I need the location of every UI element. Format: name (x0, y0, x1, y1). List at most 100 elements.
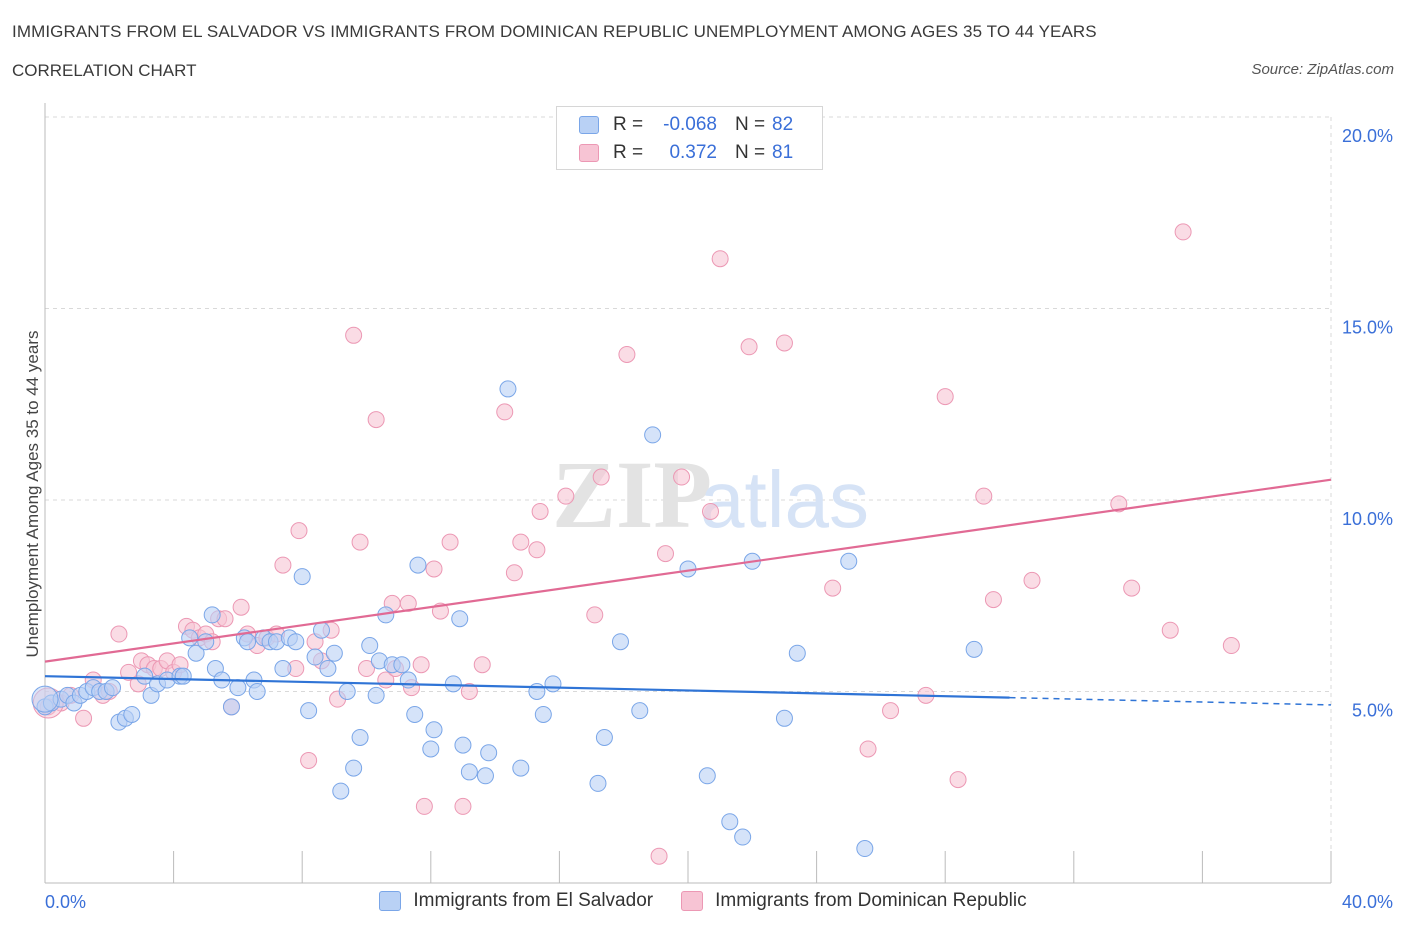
salvador-point (631, 702, 649, 720)
salvador-point (406, 705, 424, 723)
salvador-trend-extension (1009, 696, 1332, 706)
salvador-point (721, 813, 739, 831)
r-label: R = (613, 114, 644, 135)
salvador-point (174, 667, 192, 685)
dominican-point (824, 579, 842, 597)
salvador-point (187, 644, 205, 662)
dominican-point (345, 326, 363, 344)
salvador-point (425, 721, 443, 739)
dominican-point (673, 468, 691, 486)
dominican-point (110, 625, 128, 643)
salvador-point (480, 744, 498, 762)
dominican-point (936, 388, 954, 406)
dominican-point (650, 847, 668, 865)
correlation-legend: R = -0.068 N = 82 R = 0.372 N = 81 (556, 106, 823, 170)
salvador-point (338, 683, 356, 700)
y-tick-label: 10.0% (1342, 509, 1393, 529)
dominican-point (975, 487, 993, 505)
series-legend: Immigrants from El Salvador Immigrants f… (0, 890, 1406, 912)
salvador-cluster-point (31, 685, 59, 713)
r-value: -0.068 (663, 114, 717, 135)
dominican-point (290, 522, 308, 540)
salvador-point (589, 774, 607, 792)
dominican-trend-line (44, 478, 1332, 663)
dominican-point (1110, 495, 1128, 513)
dominican-point (415, 797, 433, 815)
dominican-point (775, 334, 793, 352)
dominican-point (528, 541, 546, 559)
dominican-point (473, 656, 491, 674)
salvador-point (136, 667, 154, 685)
y-tick-label: 20.0% (1342, 126, 1393, 146)
legend-item-salvador[interactable]: Immigrants from El Salvador (379, 890, 653, 912)
salvador-point (444, 675, 462, 693)
salvador-point (422, 740, 440, 758)
dominican-point (1123, 579, 1141, 597)
dominican-point (75, 709, 93, 727)
dominican-point (351, 533, 369, 551)
y-axis-label: Unemployment Among Ages 35 to 44 years (23, 331, 42, 658)
dominican-point (1222, 637, 1240, 655)
dominican-point (1174, 223, 1192, 241)
dominican-point (399, 594, 417, 612)
watermark-atlas: atlas (700, 455, 869, 544)
dominican-point (882, 702, 900, 720)
legend-row-dominican: R = 0.372 N = 81 (579, 141, 793, 165)
salvador-point (361, 637, 379, 655)
dominican-point (1023, 571, 1041, 589)
x-tick-label: 40.0% (1342, 892, 1393, 912)
dominican-point (300, 751, 318, 769)
salvador-point (181, 629, 199, 647)
dominican-point (412, 656, 430, 674)
legend-item-dominican[interactable]: Immigrants from Dominican Republic (681, 890, 1027, 912)
y-tick-label: 15.0% (1342, 318, 1393, 338)
n-value: 82 (772, 114, 794, 135)
axes (44, 103, 1332, 884)
dominican-point (441, 533, 459, 551)
dominican-point (618, 345, 636, 363)
salvador-point (274, 660, 292, 678)
salvador-point (611, 633, 629, 651)
dominican-point (120, 663, 138, 681)
dominican-point (702, 502, 720, 520)
dominican-point (425, 560, 443, 578)
salvador-point (293, 568, 311, 586)
legend-label: Immigrants from Dominican Republic (715, 890, 1027, 911)
legend-swatch-blue (579, 116, 599, 134)
dominican-point (454, 797, 472, 815)
dominican-point (859, 740, 877, 758)
salvador-point (123, 705, 141, 723)
salvador-point (222, 698, 240, 716)
chart-subtitle: CORRELATION CHART (12, 61, 197, 80)
source-label: Source: ZipAtlas.com (1251, 61, 1394, 78)
dominican-point (711, 250, 729, 268)
salvador-point (351, 728, 369, 746)
salvador-point (454, 736, 472, 754)
salvador-point (239, 633, 257, 651)
x-tick-label: 0.0% (45, 892, 86, 912)
salvador-point (319, 660, 337, 678)
tick-labels: 5.0% 10.0% 15.0% 20.0% 0.0% 40.0% (45, 126, 1393, 912)
dominican-point (592, 468, 610, 486)
salvador-point (367, 686, 385, 704)
salvador-point (409, 556, 427, 574)
salvador-point (644, 426, 662, 444)
dominican-point (358, 660, 375, 678)
salvador-point (325, 644, 343, 662)
chart-title: IMMIGRANTS FROM EL SALVADOR VS IMMIGRANT… (12, 22, 1097, 41)
dominican-point (586, 606, 604, 624)
salvador-point (698, 767, 716, 785)
dominican-point (367, 411, 385, 429)
salvador-point (840, 552, 858, 570)
salvador-point (393, 656, 411, 674)
salvador-point (345, 759, 363, 777)
salvador-point (197, 633, 215, 651)
dominican-point (274, 556, 292, 574)
dominican-point (984, 591, 1002, 609)
dominican-point (531, 502, 549, 520)
legend-row-salvador: R = -0.068 N = 82 (579, 113, 793, 137)
dominican-point (1161, 621, 1179, 639)
salvador-point (203, 606, 221, 624)
salvador-point (775, 709, 793, 727)
salvador-point (544, 675, 562, 693)
